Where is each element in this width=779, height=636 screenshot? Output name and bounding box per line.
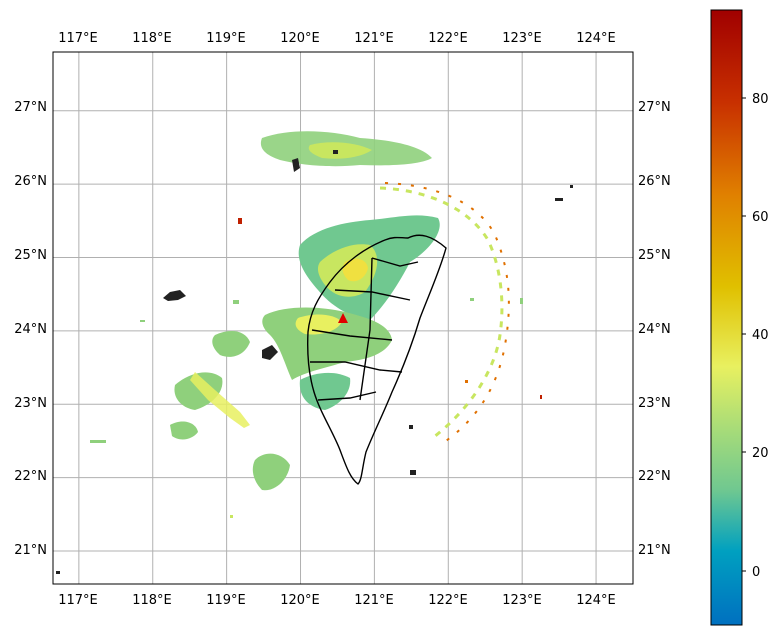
colorbar-gradient: [711, 10, 742, 625]
lon-label-bottom: 123°E: [502, 593, 542, 608]
islands: [56, 150, 573, 574]
lat-label-left: 22°N: [14, 469, 47, 484]
lat-label-right: 25°N: [638, 248, 671, 263]
lat-label-right: 27°N: [638, 100, 671, 115]
lat-labels-right: 21°N 22°N 23°N 24°N 25°N 26°N 27°N: [638, 100, 671, 558]
echo-central: [262, 307, 392, 380]
colorbar-ticks: [742, 97, 746, 572]
map-area: [52, 51, 634, 585]
lat-labels-left: 21°N 22°N 23°N 24°N 25°N 26°N 27°N: [14, 100, 47, 558]
lon-label-bottom: 124°E: [576, 593, 616, 608]
lat-label-right: 22°N: [638, 469, 671, 484]
echo-south-patch: [252, 453, 290, 491]
lon-label-top: 118°E: [132, 31, 172, 46]
lon-label-top: 122°E: [428, 31, 468, 46]
lon-label-top: 120°E: [280, 31, 320, 46]
colorbar-tick-label: 0: [752, 565, 760, 580]
lon-label-bottom: 120°E: [280, 593, 320, 608]
lat-label-left: 23°N: [14, 396, 47, 411]
map-frame: [52, 51, 634, 585]
lon-label-bottom: 119°E: [206, 593, 246, 608]
lon-label-bottom: 118°E: [132, 593, 172, 608]
lat-label-left: 21°N: [14, 543, 47, 558]
lon-label-bottom: 122°E: [428, 593, 468, 608]
colorbar-tick-label: 40: [752, 328, 769, 343]
lat-label-right: 26°N: [638, 174, 671, 189]
echo-east-ring: [379, 186, 504, 442]
echo-scatter: [90, 218, 542, 518]
colorbar-tick-label: 20: [752, 446, 769, 461]
colorbar-tick-label: 80: [752, 92, 769, 107]
lon-label-top: 124°E: [576, 31, 616, 46]
lon-label-bottom: 117°E: [58, 593, 98, 608]
echo-central-south: [299, 372, 351, 410]
radar-echoes: [90, 131, 542, 518]
gridlines: [53, 52, 633, 584]
echo-southwest-patch: [170, 421, 198, 440]
lat-label-left: 27°N: [14, 100, 47, 115]
lat-label-left: 24°N: [14, 322, 47, 337]
lon-label-top: 119°E: [206, 31, 246, 46]
lon-label-top: 121°E: [354, 31, 394, 46]
echo-southwest-band: [190, 372, 250, 428]
echo-north-taiwan-strong: [342, 258, 368, 282]
echo-north-band-core: [308, 142, 372, 159]
echo-central-core: [295, 314, 342, 335]
colorbar: 0 20 40 60 80: [710, 9, 769, 626]
lon-labels-top: 117°E 118°E 119°E 120°E 121°E 122°E 123°…: [58, 31, 616, 46]
colorbar-tick-label: 60: [752, 210, 769, 225]
taiwan-outline: [306, 234, 447, 485]
echo-east-ring-outer: [384, 182, 510, 446]
lat-label-left: 25°N: [14, 248, 47, 263]
triangle-marker-icon: [338, 313, 348, 323]
echo-west-patch: [212, 330, 250, 357]
lat-label-left: 26°N: [14, 174, 47, 189]
lat-label-right: 21°N: [638, 543, 671, 558]
lon-labels-bottom: 117°E 118°E 119°E 120°E 121°E 122°E 123°…: [58, 593, 616, 608]
colorbar-frame: [710, 9, 743, 626]
lon-label-top: 117°E: [58, 31, 98, 46]
lon-label-bottom: 121°E: [354, 593, 394, 608]
lat-label-right: 23°N: [638, 396, 671, 411]
lat-label-right: 24°N: [638, 322, 671, 337]
lon-label-top: 123°E: [502, 31, 542, 46]
